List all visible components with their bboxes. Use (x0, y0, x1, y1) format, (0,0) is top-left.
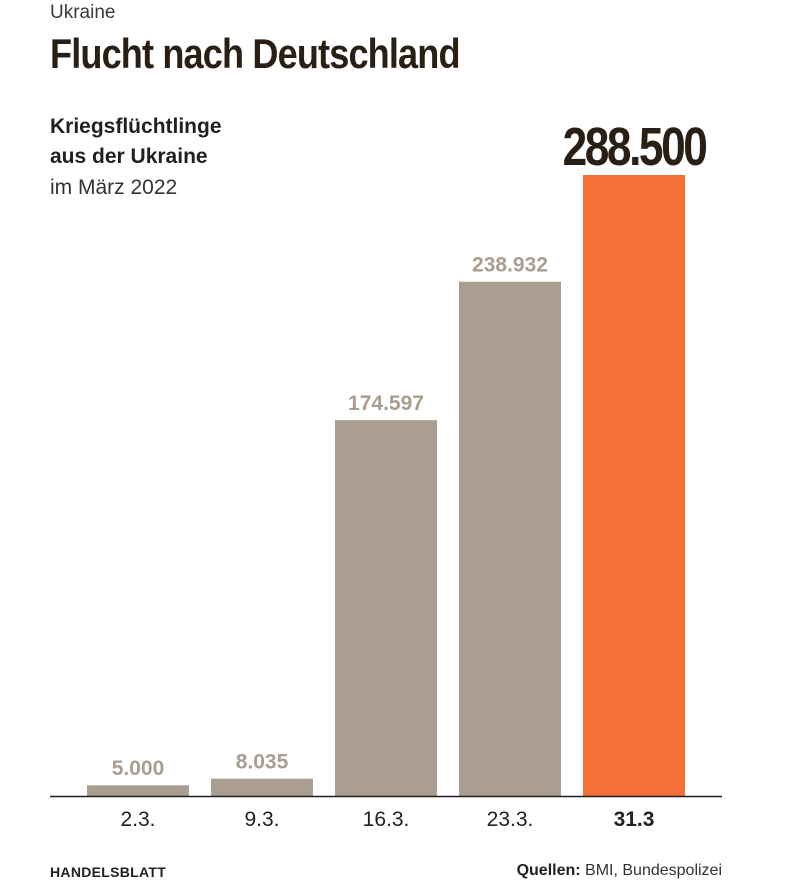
value-label: 288.500 (563, 117, 707, 177)
chart-subtitle-line2: aus der Ukraine (50, 145, 208, 168)
value-label: 5.000 (112, 757, 165, 780)
page-title: Flucht nach Deutschland (50, 30, 461, 77)
x-tick-label: 2.3. (120, 808, 155, 831)
kicker: Ukraine (50, 2, 116, 23)
value-label: 174.597 (348, 392, 424, 415)
bar-9-3 (211, 778, 313, 796)
chart-subtitle-line1: Kriegsflüchtlinge (50, 115, 222, 138)
source-text: BMI, Bundespolizei (580, 862, 722, 879)
x-tick-label: 9.3. (244, 808, 279, 831)
bar-16-3 (335, 420, 437, 796)
value-label: 238.932 (472, 254, 548, 277)
bar-31-3 (583, 175, 685, 796)
value-label: 8.035 (236, 751, 289, 774)
x-tick-label: 16.3. (363, 808, 410, 831)
bar-23-3 (459, 281, 561, 796)
source-label: Quellen: (516, 862, 581, 879)
brand-footer: HANDELSBLATT (50, 864, 167, 880)
bar-2-3 (87, 785, 189, 796)
source-footer: Quellen: BMI, Bundespolizei (517, 862, 722, 880)
x-tick-label: 31.3 (614, 808, 655, 831)
x-tick-label: 23.3. (487, 808, 534, 831)
chart-subtitle-line3: im März 2022 (50, 176, 178, 199)
